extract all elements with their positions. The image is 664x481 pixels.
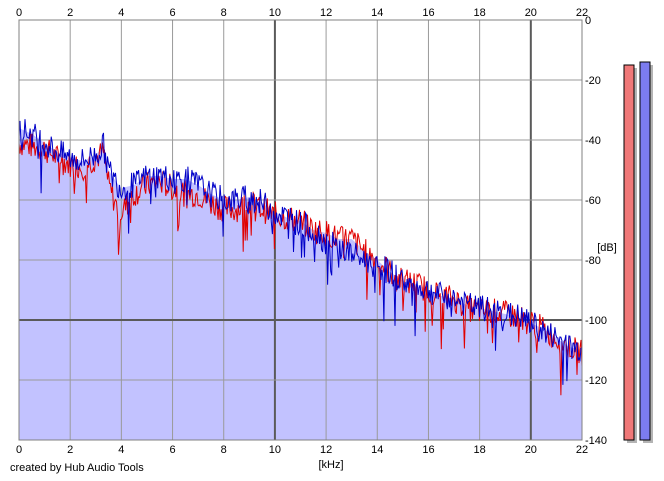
credit-text: created by Hub Audio Tools (10, 462, 144, 474)
x-tick-label-top: 14 (371, 7, 383, 19)
x-tick-label-top: 22 (576, 7, 588, 19)
x-tick-label-bottom: 10 (269, 444, 281, 456)
x-tick-label-bottom: 22 (576, 444, 588, 456)
tick-labels: 002244668810101212141416161818202022220-… (16, 7, 607, 456)
x-tick-label-top: 0 (16, 7, 22, 19)
y-tick-label: -80 (585, 255, 601, 267)
x-tick-label-top: 10 (269, 7, 281, 19)
x-tick-label-top: 4 (118, 7, 124, 19)
x-tick-label-bottom: 20 (525, 444, 537, 456)
y-tick-label: -120 (585, 375, 607, 387)
y-tick-label: 0 (585, 15, 591, 27)
x-tick-label-top: 20 (525, 7, 537, 19)
y-tick-label: -20 (585, 75, 601, 87)
spectrum-area (19, 128, 582, 440)
spectrum-fill (19, 128, 582, 440)
series-line-2 (18, 119, 583, 385)
level-meter-right (639, 61, 651, 441)
x-tick-label-top: 12 (320, 7, 332, 19)
x-tick-label-top: 8 (221, 7, 227, 19)
level-meter-left (623, 64, 635, 441)
series-group (18, 119, 583, 396)
y-tick-label: -40 (585, 135, 601, 147)
x-tick-label-top: 18 (474, 7, 486, 19)
x-tick-label-bottom: 14 (371, 444, 383, 456)
x-tick-label-bottom: 4 (118, 444, 124, 456)
x-tick-label-bottom: 8 (221, 444, 227, 456)
x-tick-label-top: 2 (67, 7, 73, 19)
plot-frame (18, 19, 583, 441)
x-tick-label-bottom: 2 (67, 444, 73, 456)
x-tick-label-bottom: 6 (169, 444, 175, 456)
level-meters (623, 61, 653, 443)
y-tick-label: -140 (585, 435, 607, 447)
x-tick-label-top: 6 (169, 7, 175, 19)
y-axis-label: [dB] (597, 242, 617, 254)
x-tick-label-top: 16 (422, 7, 434, 19)
y-tick-label: -100 (585, 315, 607, 327)
x-tick-label-bottom: 12 (320, 444, 332, 456)
x-axis-label: [kHz] (318, 459, 343, 471)
x-tick-label-bottom: 18 (474, 444, 486, 456)
y-tick-label: -60 (585, 195, 601, 207)
x-tick-label-bottom: 16 (422, 444, 434, 456)
x-tick-label-bottom: 0 (16, 444, 22, 456)
